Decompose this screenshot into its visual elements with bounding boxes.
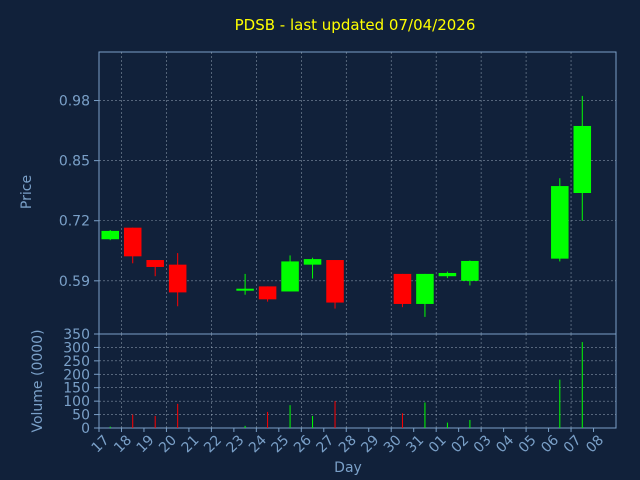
x-tick-label: 06 <box>538 432 562 456</box>
x-tick-label: 04 <box>493 432 517 456</box>
x-tick-label: 28 <box>336 432 360 456</box>
x-tick-label: 21 <box>179 432 203 456</box>
x-tick-label: 27 <box>313 432 337 456</box>
x-tick-label: 29 <box>358 432 382 456</box>
x-tick-label: 31 <box>403 432 427 456</box>
x-tick-label: 08 <box>583 432 607 456</box>
price-tick-label: 0.98 <box>59 94 90 110</box>
x-tick-label: 26 <box>291 432 315 456</box>
volume-tick-label: 50 <box>72 408 90 424</box>
x-axis-label: Day <box>334 460 362 476</box>
x-tick-label: 02 <box>448 432 472 456</box>
volume-tick-label: 300 <box>63 340 90 356</box>
volume-tick-label: 250 <box>63 354 90 370</box>
candle-body <box>416 273 434 304</box>
price-tick-label: 0.85 <box>59 154 90 170</box>
price-tick-label: 0.59 <box>59 274 90 290</box>
candle-body <box>393 273 412 304</box>
candle-body <box>236 288 254 291</box>
volume-tick-label: 150 <box>63 381 90 397</box>
x-tick-label: 01 <box>426 432 450 456</box>
x-tick-label: 07 <box>561 432 585 456</box>
x-tick-label: 25 <box>269 432 293 456</box>
x-tick-label: 23 <box>224 432 248 456</box>
price-tick-label: 0.72 <box>59 214 90 230</box>
volume-plot-frame <box>98 333 617 429</box>
candle-body <box>168 264 187 293</box>
x-tick-label: 17 <box>89 432 113 456</box>
x-tick-label: 24 <box>246 432 270 456</box>
x-axis: 1718192021222324252627282930310102030405… <box>89 428 607 456</box>
candle-body <box>326 260 344 303</box>
x-tick-label: 19 <box>134 432 158 456</box>
candle-body <box>461 260 479 281</box>
candle-body <box>146 260 164 267</box>
candle-body <box>438 272 457 277</box>
x-tick-label: 22 <box>201 432 225 456</box>
x-tick-label: 03 <box>471 432 495 456</box>
x-tick-label: 05 <box>516 432 540 456</box>
volume-tick-label: 0 <box>81 421 90 437</box>
candle-body <box>551 186 569 259</box>
candle-body <box>258 286 277 300</box>
volume-tick-label: 350 <box>63 327 90 343</box>
candle-body <box>101 230 120 240</box>
x-tick-label: 18 <box>111 432 135 456</box>
volume-tick-label: 200 <box>63 367 90 383</box>
candle-body <box>303 259 322 265</box>
chart-title: PDSB - last updated 07/04/2026 <box>235 16 476 34</box>
volume-tick-label: 100 <box>63 394 90 410</box>
candle-body <box>281 261 299 292</box>
volume-axis-label: Volume (0000) <box>30 329 46 432</box>
x-tick-label: 20 <box>156 432 180 456</box>
price-panel: 0.98 0.85 0.72 0.59 <box>59 51 617 335</box>
candle-body <box>123 227 142 257</box>
x-tick-label: 30 <box>381 432 405 456</box>
candle-body <box>573 125 592 193</box>
price-axis-label: Price <box>19 175 35 209</box>
